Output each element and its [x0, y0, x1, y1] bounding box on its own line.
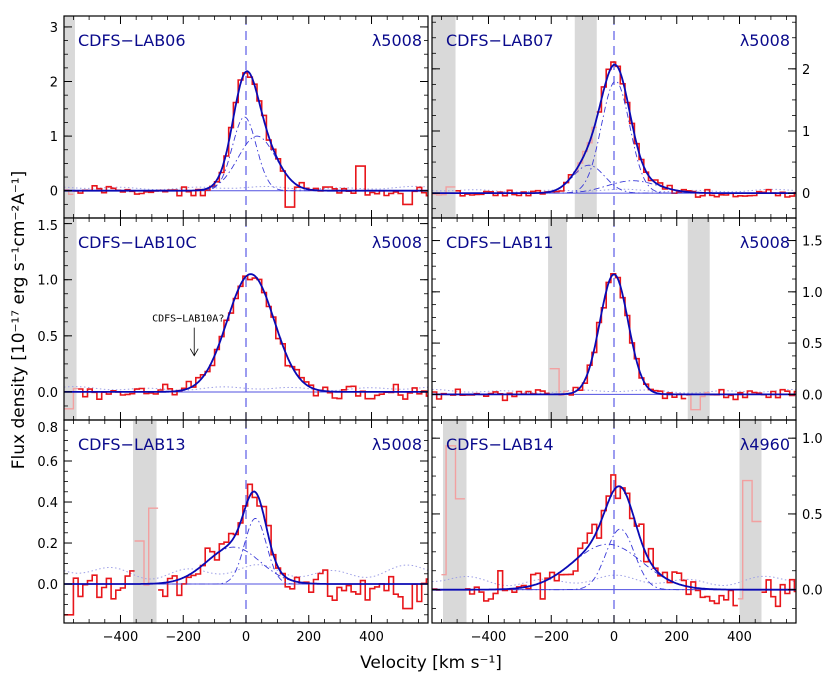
y-tick-label: 0.2	[37, 537, 58, 552]
y-tick-label: 0.5	[802, 508, 823, 523]
panel-3: 0.0 0.5 1.0 1.5 CDFS−LAB10C λ5008 CDFS−LAB10A?	[37, 217, 429, 421]
panel-2: 0 1 2 CDFS−LAB07 λ5008	[431, 15, 810, 219]
y-tick-label: 0	[50, 185, 58, 200]
y-tick-label: 0.0	[802, 584, 823, 599]
panel-plot-area	[64, 16, 428, 218]
observed-spectrum	[455, 61, 796, 198]
model-fit	[64, 70, 428, 192]
mask-band	[442, 420, 467, 623]
error-spectrum	[432, 388, 796, 394]
observed-spectrum	[432, 273, 796, 402]
error-spectrum	[64, 386, 428, 392]
y-tick-label: 2	[802, 63, 810, 78]
x-tick-label: −200	[533, 630, 569, 645]
observed-spectrum	[64, 483, 428, 616]
masked-spectrum	[432, 126, 597, 196]
annotation-arrow-head	[189, 348, 199, 357]
y-axis-title: Flux density [10⁻¹⁷ erg s⁻¹cm⁻²A⁻¹]	[9, 171, 29, 469]
y-tick-label: 1	[50, 130, 58, 145]
model-fit	[432, 273, 796, 396]
panel-name-label: CDFS−LAB11	[446, 233, 554, 252]
mask-band	[133, 420, 157, 623]
y-tick-label: 0.4	[37, 496, 58, 511]
error-spectrum	[64, 185, 428, 191]
y-tick-label: 0.8	[37, 421, 58, 436]
mask-band	[64, 16, 75, 218]
panel-name-label: CDFS−LAB14	[446, 435, 554, 454]
panel-name-label: CDFS−LAB06	[78, 31, 186, 50]
y-tick-label: 0.0	[802, 388, 823, 403]
panel-plot-area	[432, 218, 796, 420]
panel-name-label: CDFS−LAB13	[78, 435, 186, 454]
panel-4: 0.0 0.5 1.0 1.5 CDFS−LAB11 λ5008	[431, 217, 823, 421]
gaussian-component-2	[432, 164, 796, 194]
masked-spectrum	[64, 387, 79, 410]
x-tick-label: 0	[610, 630, 618, 645]
mask-band	[548, 218, 567, 420]
model-fit	[432, 63, 796, 194]
panel-line-label: λ4960	[740, 435, 790, 454]
panel-line-label: λ5008	[740, 233, 790, 252]
panel-name-label: CDFS−LAB10C	[78, 233, 197, 252]
panel-6: −400 −200 0 200 400 0.0 0.5 1.0 CDFS−LAB14 λ4960	[431, 419, 823, 645]
observed-spectrum	[78, 275, 428, 400]
panel-plot-area	[432, 16, 796, 218]
x-tick-label: 200	[296, 630, 321, 645]
y-tick-label: 0	[802, 187, 810, 202]
error-spectrum	[64, 564, 428, 580]
y-tick-label: 0.6	[37, 455, 58, 470]
masked-spectrum	[134, 507, 159, 586]
y-tick-label: 0.5	[37, 330, 58, 345]
panel-plot-area	[64, 420, 428, 623]
x-tick-label: 400	[359, 630, 384, 645]
panel-name-label: CDFS−LAB07	[446, 31, 554, 50]
panel-line-label: λ5008	[372, 31, 422, 50]
y-tick-label: 1	[802, 125, 810, 140]
y-tick-label: 0.0	[37, 386, 58, 401]
panel-plot-area	[64, 218, 428, 420]
x-tick-label: 0	[242, 630, 250, 645]
annotation-label: CDFS−LAB10A?	[152, 314, 224, 325]
mask-band	[574, 16, 597, 218]
mask-band	[64, 218, 77, 420]
model-fit	[432, 485, 796, 591]
panel-line-label: λ5008	[372, 233, 422, 252]
y-tick-label: 1.0	[802, 432, 823, 447]
mask-band	[687, 218, 710, 420]
x-tick-label: −400	[103, 630, 139, 645]
gaussian-component-2	[64, 546, 428, 585]
panel-line-label: λ5008	[372, 435, 422, 454]
y-tick-label: 3	[50, 21, 58, 36]
y-tick-label: 1.0	[37, 274, 58, 289]
x-tick-label: 400	[727, 630, 752, 645]
y-tick-label: 1.5	[37, 219, 58, 234]
panel-plot-area	[432, 420, 796, 623]
x-tick-label: −400	[471, 630, 507, 645]
mask-band	[432, 16, 456, 218]
panel-line-label: λ5008	[740, 31, 790, 50]
x-tick-label: −200	[165, 630, 201, 645]
y-tick-label: 1.0	[802, 286, 823, 301]
x-tick-label: 200	[664, 630, 689, 645]
y-tick-label: 0.5	[802, 337, 823, 352]
error-spectrum	[432, 188, 796, 193]
y-tick-label: 0.0	[37, 578, 58, 593]
panel-5: −400 −200 0 200 400 0.0 0.2 0.4 0.6 0.8 CDFS−LAB13…	[37, 419, 429, 645]
x-axis-title: Velocity [km s⁻¹]	[360, 653, 502, 673]
panel-1: 0 1 2 3 CDFS−LAB06 λ5008	[50, 15, 429, 219]
mask-band	[739, 420, 762, 623]
y-tick-label: 1.5	[802, 235, 823, 250]
y-tick-label: 2	[50, 76, 58, 91]
error-spectrum	[432, 574, 796, 587]
masked-spectrum	[441, 445, 762, 600]
model-fit	[64, 490, 428, 585]
model-fit	[64, 273, 428, 393]
